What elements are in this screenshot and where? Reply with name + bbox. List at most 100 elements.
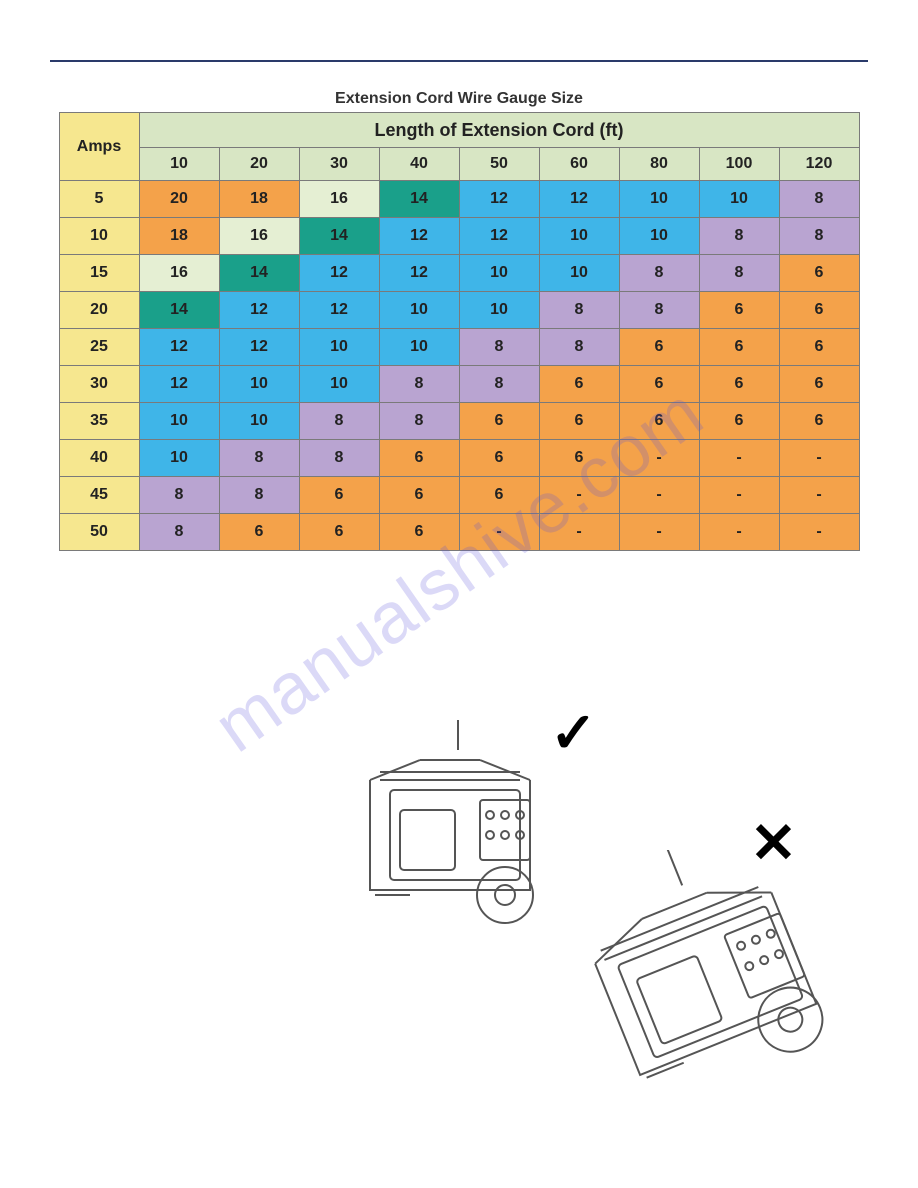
gauge-cell: - bbox=[779, 440, 859, 477]
cross-icon: ✕ bbox=[750, 810, 797, 876]
gauge-cell: - bbox=[619, 440, 699, 477]
gauge-cell: 20 bbox=[139, 181, 219, 218]
amps-cell: 25 bbox=[59, 329, 139, 366]
generator-upright-icon bbox=[340, 720, 580, 930]
gauge-cell: 6 bbox=[379, 477, 459, 514]
gauge-cell: 8 bbox=[299, 440, 379, 477]
check-icon: ✓ bbox=[550, 700, 597, 766]
gauge-cell: 14 bbox=[219, 255, 299, 292]
gauge-cell: 6 bbox=[539, 403, 619, 440]
gauge-cell: - bbox=[779, 477, 859, 514]
gauge-cell: 12 bbox=[139, 366, 219, 403]
gauge-cell: 6 bbox=[539, 366, 619, 403]
length-header: 60 bbox=[539, 148, 619, 181]
gauge-cell: 12 bbox=[379, 218, 459, 255]
gauge-cell: 8 bbox=[619, 255, 699, 292]
gauge-cell: 10 bbox=[459, 255, 539, 292]
amps-cell: 10 bbox=[59, 218, 139, 255]
gauge-cell: 6 bbox=[459, 440, 539, 477]
gauge-cell: 12 bbox=[459, 218, 539, 255]
gauge-cell: 6 bbox=[299, 514, 379, 551]
gauge-cell: 12 bbox=[219, 329, 299, 366]
gauge-cell: 6 bbox=[779, 366, 859, 403]
gauge-cell: 8 bbox=[539, 329, 619, 366]
gauge-cell: 10 bbox=[379, 329, 459, 366]
gauge-cell: 6 bbox=[619, 329, 699, 366]
gauge-cell: 8 bbox=[379, 366, 459, 403]
gauge-cell: 6 bbox=[699, 403, 779, 440]
gauge-cell: 8 bbox=[299, 403, 379, 440]
gauge-cell: 16 bbox=[139, 255, 219, 292]
gauge-cell: 10 bbox=[139, 403, 219, 440]
gauge-cell: 8 bbox=[699, 255, 779, 292]
gauge-cell: 8 bbox=[459, 329, 539, 366]
amps-cell: 15 bbox=[59, 255, 139, 292]
amps-cell: 45 bbox=[59, 477, 139, 514]
gauge-cell: 14 bbox=[299, 218, 379, 255]
gauge-cell: 6 bbox=[779, 329, 859, 366]
gauge-cell: 6 bbox=[779, 255, 859, 292]
gauge-cell: 10 bbox=[539, 218, 619, 255]
gauge-cell: 8 bbox=[139, 514, 219, 551]
gauge-table: Amps Length of Extension Cord (ft) 10203… bbox=[59, 112, 860, 551]
gauge-cell: 8 bbox=[219, 440, 299, 477]
gauge-cell: 8 bbox=[779, 218, 859, 255]
gauge-cell: 6 bbox=[219, 514, 299, 551]
gauge-cell: 6 bbox=[539, 440, 619, 477]
gauge-cell: 6 bbox=[619, 403, 699, 440]
gauge-cell: 6 bbox=[299, 477, 379, 514]
generator-tilted-icon bbox=[570, 850, 860, 1110]
length-header: 120 bbox=[779, 148, 859, 181]
amps-cell: 50 bbox=[59, 514, 139, 551]
gauge-cell: - bbox=[459, 514, 539, 551]
group-header: Length of Extension Cord (ft) bbox=[139, 113, 859, 148]
gauge-cell: - bbox=[539, 477, 619, 514]
gauge-cell: - bbox=[619, 477, 699, 514]
gauge-cell: 16 bbox=[219, 218, 299, 255]
gauge-cell: 6 bbox=[699, 329, 779, 366]
gauge-cell: 14 bbox=[139, 292, 219, 329]
illustration-area: ✓ ✕ bbox=[300, 700, 860, 1130]
length-header: 30 bbox=[299, 148, 379, 181]
length-header: 80 bbox=[619, 148, 699, 181]
gauge-cell: 8 bbox=[619, 292, 699, 329]
gauge-cell: 6 bbox=[699, 292, 779, 329]
gauge-cell: 8 bbox=[219, 477, 299, 514]
gauge-cell: 12 bbox=[459, 181, 539, 218]
gauge-cell: 6 bbox=[619, 366, 699, 403]
gauge-cell: 6 bbox=[779, 403, 859, 440]
gauge-cell: 6 bbox=[379, 514, 459, 551]
gauge-cell: 8 bbox=[459, 366, 539, 403]
gauge-cell: 10 bbox=[299, 366, 379, 403]
gauge-cell: - bbox=[779, 514, 859, 551]
length-header: 40 bbox=[379, 148, 459, 181]
gauge-cell: - bbox=[699, 514, 779, 551]
amps-cell: 5 bbox=[59, 181, 139, 218]
gauge-cell: - bbox=[619, 514, 699, 551]
gauge-cell: 10 bbox=[539, 255, 619, 292]
gauge-cell: 8 bbox=[379, 403, 459, 440]
gauge-cell: 6 bbox=[459, 403, 539, 440]
gauge-cell: 10 bbox=[379, 292, 459, 329]
gauge-cell: 18 bbox=[139, 218, 219, 255]
amps-cell: 30 bbox=[59, 366, 139, 403]
gauge-cell: 10 bbox=[619, 181, 699, 218]
length-header: 100 bbox=[699, 148, 779, 181]
gauge-cell: 6 bbox=[779, 292, 859, 329]
gauge-cell: 6 bbox=[459, 477, 539, 514]
gauge-cell: 6 bbox=[379, 440, 459, 477]
gauge-cell: - bbox=[699, 477, 779, 514]
gauge-cell: 10 bbox=[219, 366, 299, 403]
gauge-cell: - bbox=[699, 440, 779, 477]
gauge-cell: 12 bbox=[139, 329, 219, 366]
length-header: 50 bbox=[459, 148, 539, 181]
gauge-cell: 12 bbox=[539, 181, 619, 218]
amps-cell: 35 bbox=[59, 403, 139, 440]
gauge-cell: 8 bbox=[139, 477, 219, 514]
gauge-cell: 12 bbox=[379, 255, 459, 292]
row-header-label: Amps bbox=[59, 113, 139, 181]
gauge-cell: 12 bbox=[299, 292, 379, 329]
amps-cell: 40 bbox=[59, 440, 139, 477]
gauge-cell: - bbox=[539, 514, 619, 551]
gauge-cell: 8 bbox=[699, 218, 779, 255]
